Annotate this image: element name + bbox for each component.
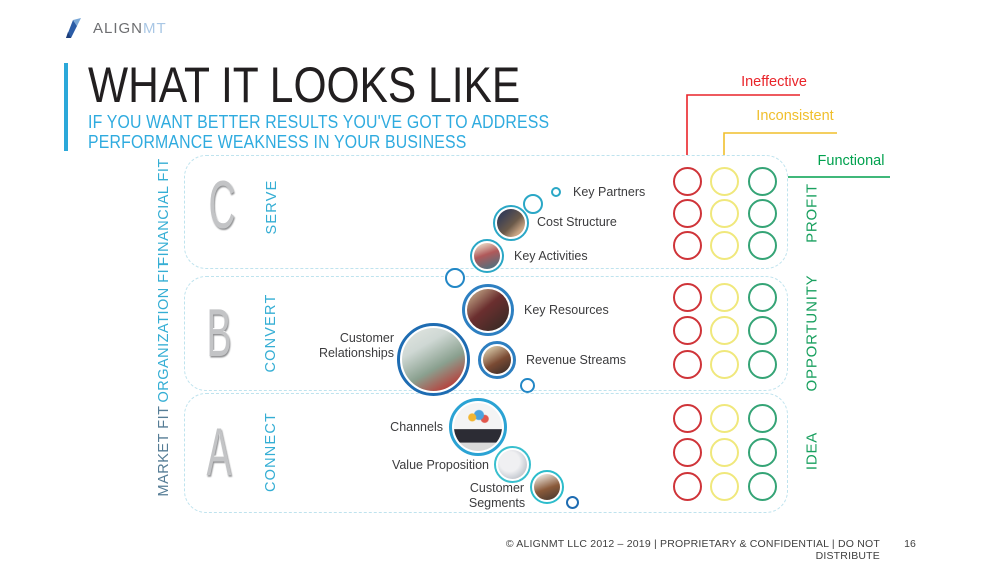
subtitle-line-2: PERFORMANCE WEAKNESS IN YOUR BUSINESS	[88, 132, 467, 152]
key-resources-label: Key Resources	[524, 303, 609, 317]
channels-image	[454, 403, 502, 451]
status-circle-A-row2-ineffective	[672, 437, 702, 467]
key-partners-label: Key Partners	[573, 185, 646, 199]
status-circle-B-row1-functional	[747, 282, 777, 312]
status-circle-C-row3-ineffective	[672, 230, 702, 260]
key-partners-dot	[551, 187, 561, 197]
status-circle-B-row1-inconsistent	[709, 282, 739, 312]
logo-text: ALIGNMT	[93, 20, 167, 37]
status-circle-C-row3-inconsistent	[709, 230, 739, 260]
channels-photo	[449, 398, 507, 456]
status-circle-B-row2-inconsistent	[709, 315, 739, 345]
status-circle-B-row3-functional	[747, 349, 777, 379]
status-circle-A-row2-inconsistent	[709, 437, 739, 467]
outcome-opportunity: OPPORTUNITY	[803, 274, 821, 392]
revenue-streams-photo	[478, 341, 516, 379]
logo: ALIGNMT	[64, 16, 167, 40]
status-circle-A-row3-ineffective	[672, 471, 702, 501]
subtitle-line-1: IF YOU WANT BETTER RESULTS YOU'VE GOT TO…	[88, 112, 550, 132]
status-circle-B-row3-ineffective	[672, 349, 702, 379]
band-letter-c: C	[208, 167, 236, 243]
status-circle-A-row2-functional	[747, 437, 777, 467]
subtitle: IF YOU WANT BETTER RESULTS YOU'VE GOT TO…	[88, 112, 549, 152]
revenue-streams-image	[483, 346, 511, 374]
verb-convert: CONVERT	[263, 293, 279, 373]
status-circle-A-row1-inconsistent	[709, 403, 739, 433]
cost-structure-label: Cost Structure	[537, 215, 617, 229]
outcome-idea: IDEA	[803, 431, 821, 471]
status-circle-B-row2-functional	[747, 315, 777, 345]
customer-relationships-image	[402, 328, 465, 391]
band-letter-a: A	[206, 414, 232, 490]
chain-ring-3	[520, 378, 535, 393]
customer-relationships-label: Customer Relationships	[318, 331, 394, 360]
status-circle-C-row1-ineffective	[672, 166, 702, 196]
logo-align: ALIGN	[93, 19, 144, 37]
logo-mt: MT	[143, 19, 167, 37]
key-resources-image	[467, 289, 509, 331]
fit-market: MARKET FIT	[156, 405, 172, 497]
status-circle-C-row1-functional	[747, 166, 777, 196]
status-circle-C-row2-ineffective	[672, 198, 702, 228]
status-circle-C-row2-inconsistent	[709, 198, 739, 228]
status-circle-C-row1-inconsistent	[709, 166, 739, 196]
verb-serve: SERVE	[264, 179, 280, 235]
page-title: WHAT IT LOOKS LIKE	[88, 57, 521, 113]
chain-ring-4	[566, 496, 579, 509]
status-circle-C-row3-functional	[747, 230, 777, 260]
footer-text: © ALIGNMT LLC 2012 – 2019 | PROPRIETARY …	[505, 538, 880, 562]
status-circle-B-row1-ineffective	[672, 282, 702, 312]
channels-label: Channels	[390, 420, 443, 434]
status-circle-B-row3-inconsistent	[709, 349, 739, 379]
customer-segments-label: Customer Segments	[468, 481, 526, 510]
revenue-streams-label: Revenue Streams	[526, 353, 627, 367]
legend-ineffective: Ineffective	[741, 74, 807, 90]
cost-structure-photo	[493, 205, 529, 241]
status-circle-C-row2-functional	[747, 198, 777, 228]
verb-connect: CONNECT	[263, 411, 279, 493]
key-resources-photo	[462, 284, 514, 336]
customer-segments-photo	[530, 470, 564, 504]
legend-inconsistent: Inconsistent	[756, 108, 834, 124]
value-proposition-image	[498, 450, 527, 479]
key-activities-photo	[470, 239, 504, 273]
title-accent-bar	[64, 63, 68, 151]
alignmt-logo-icon	[66, 18, 81, 38]
key-activities-image	[474, 243, 500, 269]
fit-financial: FINANCIAL FIT	[156, 158, 172, 266]
chain-ring-2	[445, 268, 465, 288]
legend-functional: Functional	[817, 153, 885, 169]
status-circle-A-row3-inconsistent	[709, 471, 739, 501]
fit-organization: ORGANIZATION FIT	[156, 259, 172, 403]
value-proposition-photo	[494, 446, 531, 483]
outcome-profit: PROFIT	[803, 183, 821, 243]
key-activities-label: Key Activities	[514, 249, 588, 263]
status-circle-A-row3-functional	[747, 471, 777, 501]
chain-ring-1	[523, 194, 543, 214]
status-circle-B-row2-ineffective	[672, 315, 702, 345]
customer-segments-image	[534, 474, 560, 500]
value-proposition-label: Value Proposition	[391, 458, 489, 472]
cost-structure-image	[497, 209, 525, 237]
band-letter-b: B	[206, 295, 232, 371]
status-circle-A-row1-functional	[747, 403, 777, 433]
status-circle-A-row1-ineffective	[672, 403, 702, 433]
customer-relationships-photo	[397, 323, 470, 396]
page-number: 16	[904, 538, 916, 550]
